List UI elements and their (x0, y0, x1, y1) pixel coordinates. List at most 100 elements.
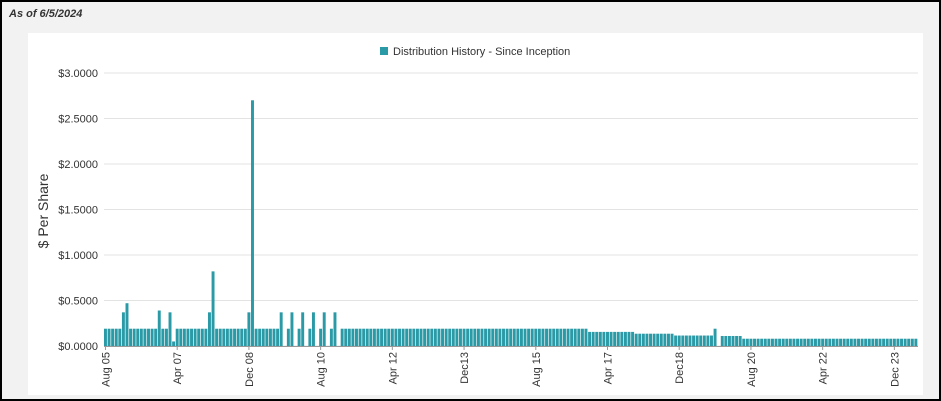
distribution-bar (541, 328, 545, 346)
distribution-bar (727, 335, 731, 346)
distribution-bar (584, 328, 588, 346)
distribution-bar (466, 328, 470, 346)
distribution-bar (900, 338, 904, 346)
distribution-bar (616, 331, 620, 346)
distribution-bar (907, 338, 911, 346)
distribution-bar (129, 328, 133, 346)
distribution-bar (548, 328, 552, 346)
distribution-bar (552, 328, 556, 346)
distribution-bar (423, 328, 427, 346)
y-axis-ticks: $0.0000 $0.5000 $1.0000 $1.5000 $2.0000 $2.50… (58, 68, 98, 353)
distribution-bar (814, 338, 817, 346)
distribution-bar (903, 338, 907, 346)
distribution-bar (383, 328, 387, 346)
distribution-bar (505, 328, 509, 346)
distribution-bar (419, 328, 423, 346)
distribution-bar (781, 338, 785, 346)
distribution-bar (322, 312, 326, 346)
distribution-bar (459, 328, 462, 346)
distribution-bar (652, 333, 656, 346)
distribution-bar (527, 328, 531, 346)
distribution-bar (344, 328, 348, 346)
distribution-bar (853, 338, 857, 346)
distribution-bar (480, 328, 484, 346)
distribution-bar (699, 335, 703, 346)
distribution-bar (164, 328, 168, 346)
distribution-bar (724, 335, 728, 346)
distribution-bar (749, 338, 753, 346)
distribution-bar (207, 312, 211, 346)
distribution-bar (104, 328, 107, 346)
distribution-bar (788, 338, 792, 346)
distribution-bar (570, 328, 574, 346)
y-tick-label: $2.5000 (58, 114, 98, 126)
distribution-bar (519, 328, 523, 346)
x-tick-label: Aug 15 (531, 352, 543, 387)
distribution-bar (874, 338, 878, 346)
distribution-bar (394, 328, 398, 346)
distribution-bar (512, 328, 516, 346)
distribution-bar (523, 328, 527, 346)
distribution-bar (451, 328, 455, 346)
distribution-bar (476, 328, 480, 346)
legend-swatch (380, 47, 388, 55)
distribution-bar (276, 328, 280, 346)
distribution-bar (190, 328, 193, 346)
distribution-bar (706, 335, 710, 346)
distribution-bar (175, 328, 179, 346)
distribution-bar (365, 328, 369, 346)
distribution-bar (882, 338, 886, 346)
distribution-bar (846, 338, 850, 346)
distribution-bar (806, 338, 810, 346)
x-tick-label: Apr 07 (172, 352, 184, 384)
x-tick-label: Apr 22 (818, 352, 830, 384)
distribution-bar (376, 328, 380, 346)
distribution-bar (627, 331, 631, 346)
distribution-bar (778, 338, 782, 346)
distribution-bar (670, 333, 674, 346)
distribution-bar (473, 328, 477, 346)
y-tick-label: $0.0000 (58, 341, 98, 353)
x-tick-label: Apr 17 (602, 352, 614, 384)
distribution-bar (545, 328, 549, 346)
distribution-bar (609, 331, 613, 346)
distribution-bar (172, 341, 176, 346)
distribution-bar (663, 333, 667, 346)
distribution-bar (444, 328, 448, 346)
distribution-bar (121, 312, 125, 346)
distribution-bar (756, 338, 760, 346)
distribution-bar (405, 328, 409, 346)
distribution-bar (494, 328, 498, 346)
distribution-bar (767, 338, 771, 346)
distribution-bar (186, 328, 190, 346)
y-tick-label: $0.5000 (58, 296, 98, 308)
distribution-bar (157, 310, 161, 346)
x-tick-label: Dec18 (674, 352, 686, 384)
distribution-bar (588, 331, 592, 346)
distribution-bar (867, 338, 871, 346)
distribution-bar (182, 328, 186, 346)
distribution-bar (842, 338, 846, 346)
distribution-bar (634, 333, 638, 346)
distribution-bar (770, 338, 774, 346)
distribution-bar (799, 338, 803, 346)
x-tick-label: Aug 20 (746, 352, 758, 387)
distribution-bar (631, 331, 635, 346)
legend: Distribution History - Since Inception (380, 46, 570, 58)
x-tick-label: Dec 08 (244, 352, 256, 387)
distribution-bar (745, 338, 749, 346)
distribution-bar (358, 328, 362, 346)
y-tick-label: $1.0000 (58, 250, 98, 262)
distribution-bar (831, 338, 835, 346)
distribution-bar (254, 328, 258, 346)
distribution-bar (573, 328, 577, 346)
distribution-bar (785, 338, 789, 346)
distribution-bar (351, 328, 355, 346)
distribution-bar (193, 328, 197, 346)
distribution-bar (462, 328, 466, 346)
distribution-bar (684, 335, 688, 346)
distribution-bar (484, 328, 488, 346)
distribution-bar (272, 328, 276, 346)
distribution-bar (735, 335, 739, 346)
